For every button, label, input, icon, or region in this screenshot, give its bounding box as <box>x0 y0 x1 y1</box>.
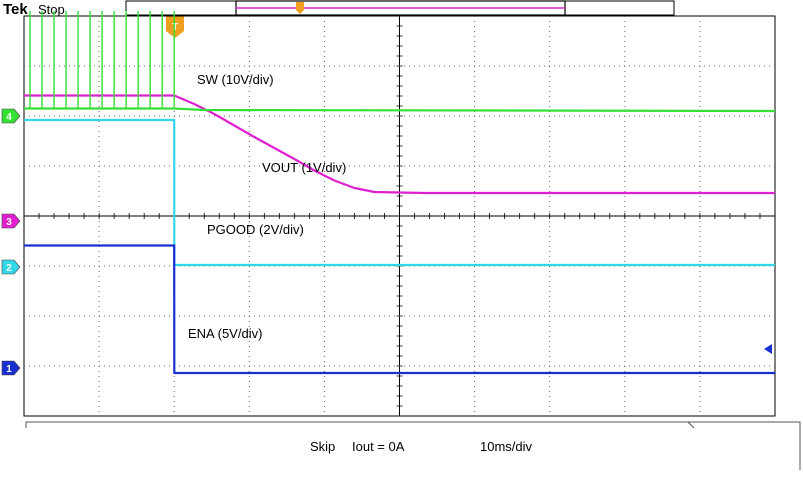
acquisition-mode: Skip <box>310 439 335 454</box>
trace-ch4 <box>24 107 776 113</box>
trigger-marker-label: T <box>172 22 178 33</box>
series-label-pgood: PGOOD (2V/div) <box>207 222 304 237</box>
channel-marker-2: 2 <box>1 259 21 275</box>
channel-marker-number: 1 <box>6 364 12 375</box>
channel-marker-number: 4 <box>6 112 12 123</box>
channel-marker-number: 3 <box>6 217 12 228</box>
record-trigger-marker <box>296 2 304 14</box>
channel-marker-1: 1 <box>1 360 21 376</box>
brand-label: Tek <box>3 1 28 18</box>
channel-marker-4: 4 <box>1 108 21 124</box>
channel-marker-shape <box>1 108 21 124</box>
timebase: 10ms/div <box>480 439 533 454</box>
trace-ch3 <box>24 94 775 195</box>
trigger-position-marker: T <box>166 16 184 38</box>
trace-ch1 <box>24 244 775 375</box>
traces <box>24 11 776 375</box>
series-label-sw: SW (10V/div) <box>197 72 274 87</box>
channel-marker-3: 3 <box>1 213 21 229</box>
channel-markers: 4 3 2 1 <box>1 108 21 376</box>
series-label-ena: ENA (5V/div) <box>188 326 262 341</box>
load-current: Iout = 0A <box>352 439 405 454</box>
trace-ch2 <box>24 118 775 267</box>
channel-marker-shape <box>1 213 21 229</box>
channel-marker-number: 2 <box>6 263 12 274</box>
channel-marker-shape <box>1 259 21 275</box>
acquisition-state: Stop <box>38 2 65 17</box>
trigger-level-marker <box>764 344 772 354</box>
channel-marker-shape <box>1 360 21 376</box>
info-bar: Skip Iout = 0A 10ms/div <box>25 421 801 470</box>
series-label-vout: VOUT (1V/div) <box>262 160 346 175</box>
graticule <box>23 15 776 417</box>
